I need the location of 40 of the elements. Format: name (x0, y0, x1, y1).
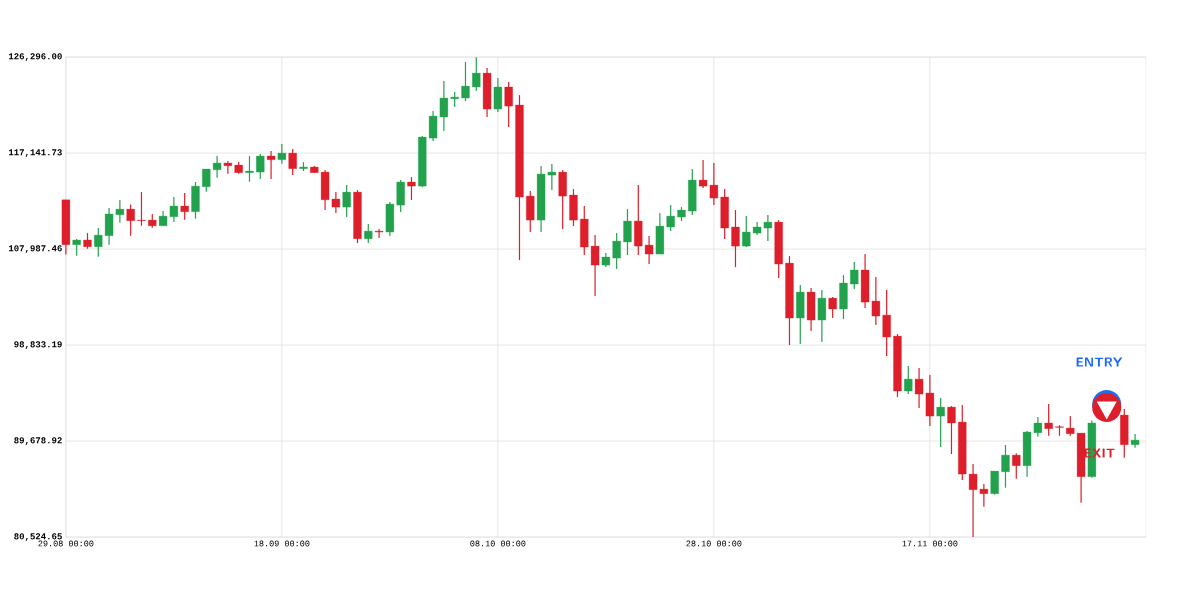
candlestick (828, 296, 837, 319)
candlestick (364, 223, 373, 244)
candlestick (256, 153, 265, 180)
y-tick-label: 80,524.65 (14, 533, 62, 541)
candlestick (374, 228, 384, 239)
candlestick (1044, 403, 1053, 437)
candlestick (277, 143, 287, 165)
annotation: ENTRY (1076, 357, 1122, 367)
y-tick-label: 126,296.00 (8, 53, 62, 61)
candlestick (504, 81, 513, 128)
candlestick (180, 192, 189, 221)
candlestick (1001, 444, 1010, 489)
candlestick (126, 203, 135, 237)
candlestick (1012, 452, 1021, 480)
candlestick (623, 208, 632, 256)
candlestick (461, 61, 470, 102)
candlestick (288, 148, 297, 176)
candlestick (137, 191, 146, 227)
candlestick (407, 176, 416, 201)
candlestick (266, 150, 276, 180)
x-tick-label: 17.11 00:00 (902, 540, 958, 547)
candlestick (472, 56, 481, 92)
candlestick (342, 184, 351, 218)
x-tick-label: 08.10 00:00 (470, 540, 526, 547)
x-tick-label: 29.08 00:00 (38, 540, 94, 547)
candlestick (1130, 433, 1140, 449)
x-tick-label: 18.09 00:00 (254, 540, 310, 547)
y-tick-label: 107,987.46 (8, 245, 62, 253)
candlestick (850, 261, 859, 290)
y-tick-label: 117,141.73 (8, 149, 62, 157)
candlestick (245, 155, 254, 183)
candlestick (493, 77, 503, 113)
candlestick (947, 405, 956, 455)
y-tick-label: 89,678.92 (14, 437, 62, 445)
candlestick (817, 289, 827, 343)
candlestick (904, 365, 913, 395)
candlestick (731, 209, 740, 268)
candlestick (936, 397, 945, 448)
x-tick-label: 28.10 00:00 (686, 540, 742, 547)
y-tick-label: 98,833.19 (14, 341, 62, 349)
